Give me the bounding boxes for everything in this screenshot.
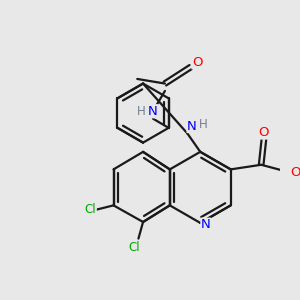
- Text: N: N: [187, 119, 197, 133]
- Text: O: O: [192, 56, 202, 69]
- Text: O: O: [290, 166, 300, 178]
- Text: H: H: [136, 105, 145, 118]
- Text: H: H: [199, 118, 207, 131]
- Text: N: N: [201, 218, 211, 231]
- Text: Cl: Cl: [128, 241, 140, 254]
- Text: Cl: Cl: [85, 203, 96, 217]
- Text: O: O: [259, 126, 269, 139]
- Text: N: N: [148, 105, 158, 118]
